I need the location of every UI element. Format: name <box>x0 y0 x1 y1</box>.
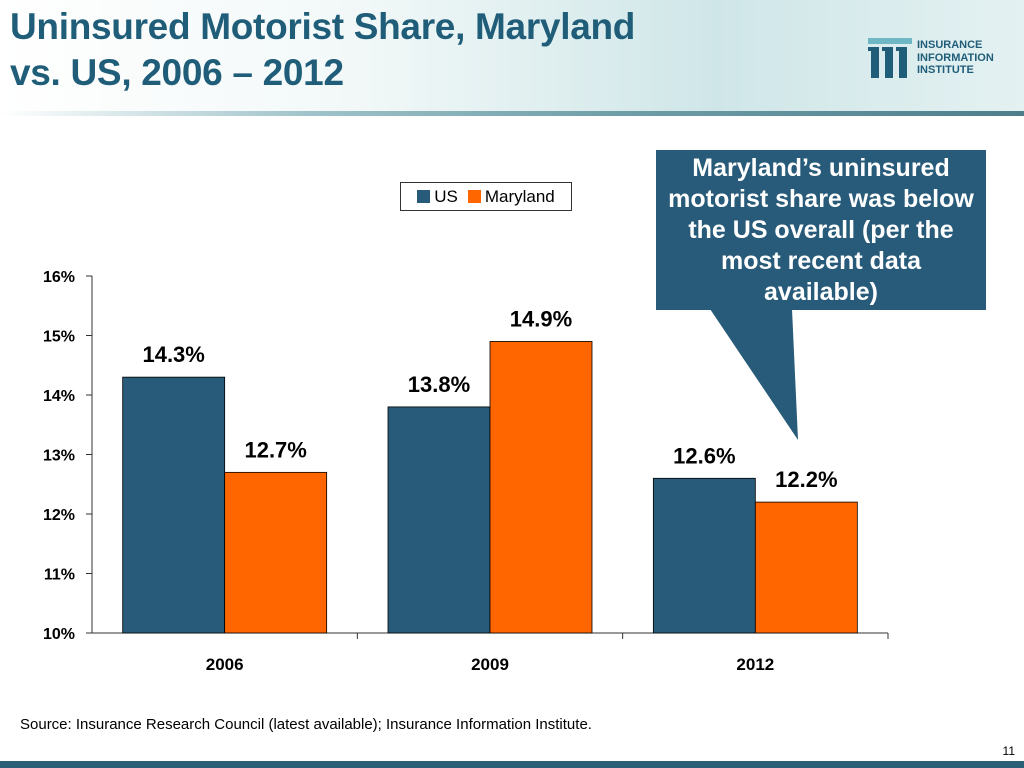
data-label-us: 14.3% <box>142 342 204 367</box>
bar-maryland <box>754 501 858 634</box>
y-tick-label: 14% <box>43 388 75 405</box>
logo-line3: INSTITUTE <box>917 64 974 76</box>
callout-text: Maryland’s uninsured motorist share was … <box>668 154 974 306</box>
callout-box <box>656 150 986 310</box>
data-label-us: 12.6% <box>673 443 735 468</box>
chart-legend: US Maryland <box>400 182 572 211</box>
iii-logo: INSURANCE INFORMATION INSTITUTE <box>868 38 1018 82</box>
legend-swatch-maryland <box>467 190 481 203</box>
page-number: 11 <box>1002 744 1015 758</box>
iii-logo-text: INSURANCE INFORMATION INSTITUTE <box>917 39 994 77</box>
source-note: Source: Insurance Research Council (late… <box>20 716 592 733</box>
callout-pointer <box>710 309 798 440</box>
x-tick-label: 2006 <box>206 655 244 674</box>
data-label-maryland: 12.2% <box>775 467 837 492</box>
bar-maryland <box>224 471 328 634</box>
iii-logo-icon <box>868 38 912 78</box>
slide-title: Uninsured Motorist Share, Maryland vs. U… <box>10 4 635 96</box>
y-tick-label: 13% <box>43 448 75 465</box>
logo-line1: INSURANCE <box>917 39 983 51</box>
y-tick-label: 16% <box>43 269 75 286</box>
logo-line2: INFORMATION <box>917 51 994 64</box>
y-tick-label: 11% <box>44 567 75 584</box>
footer-bar <box>0 761 1024 768</box>
slide-title-line2: vs. US, 2006 – 2012 <box>10 52 344 93</box>
legend-label-us: US <box>434 186 458 206</box>
data-label-maryland: 14.9% <box>510 306 572 331</box>
x-tick-label: 2012 <box>736 655 774 674</box>
legend-item-maryland: Maryland <box>467 186 555 207</box>
data-label-us: 13.8% <box>408 372 470 397</box>
bar-us <box>652 477 756 634</box>
y-tick-label: 15% <box>43 329 75 346</box>
header-band <box>0 0 1024 115</box>
legend-swatch-us <box>417 190 431 203</box>
slide-title-line1: Uninsured Motorist Share, Maryland <box>10 6 636 47</box>
y-tick-label: 12% <box>43 507 75 524</box>
legend-item-us: US <box>417 187 458 207</box>
bar-maryland <box>489 341 593 634</box>
y-tick-label: 10% <box>43 626 75 643</box>
header-rule <box>0 111 1024 116</box>
x-tick-label: 2009 <box>471 655 509 674</box>
bar-us <box>122 376 226 634</box>
legend-label-maryland: Maryland <box>484 186 555 206</box>
bar-us <box>387 406 491 634</box>
data-label-maryland: 12.7% <box>244 437 306 462</box>
